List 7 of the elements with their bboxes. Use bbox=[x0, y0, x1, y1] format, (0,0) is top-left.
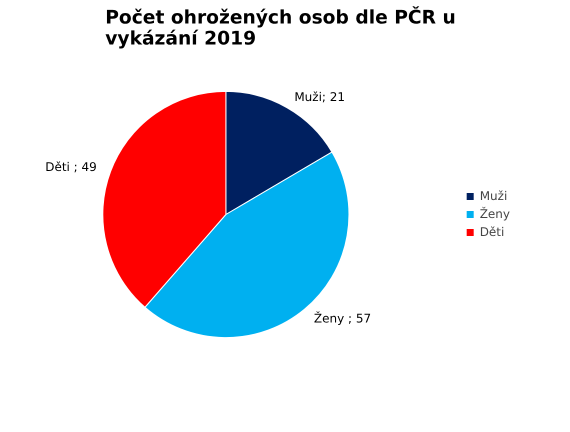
data-label: Muži; 21 bbox=[294, 90, 346, 104]
chart-title: Počet ohrožených osob dle PČR u vykázání 2019 bbox=[105, 6, 456, 50]
legend-label: Ženy bbox=[480, 207, 510, 221]
legend-label: Muži bbox=[480, 189, 508, 203]
legend-label: Děti bbox=[480, 225, 504, 239]
data-label: Děti ; 49 bbox=[45, 160, 97, 174]
data-label: Ženy ; 57 bbox=[314, 310, 372, 326]
